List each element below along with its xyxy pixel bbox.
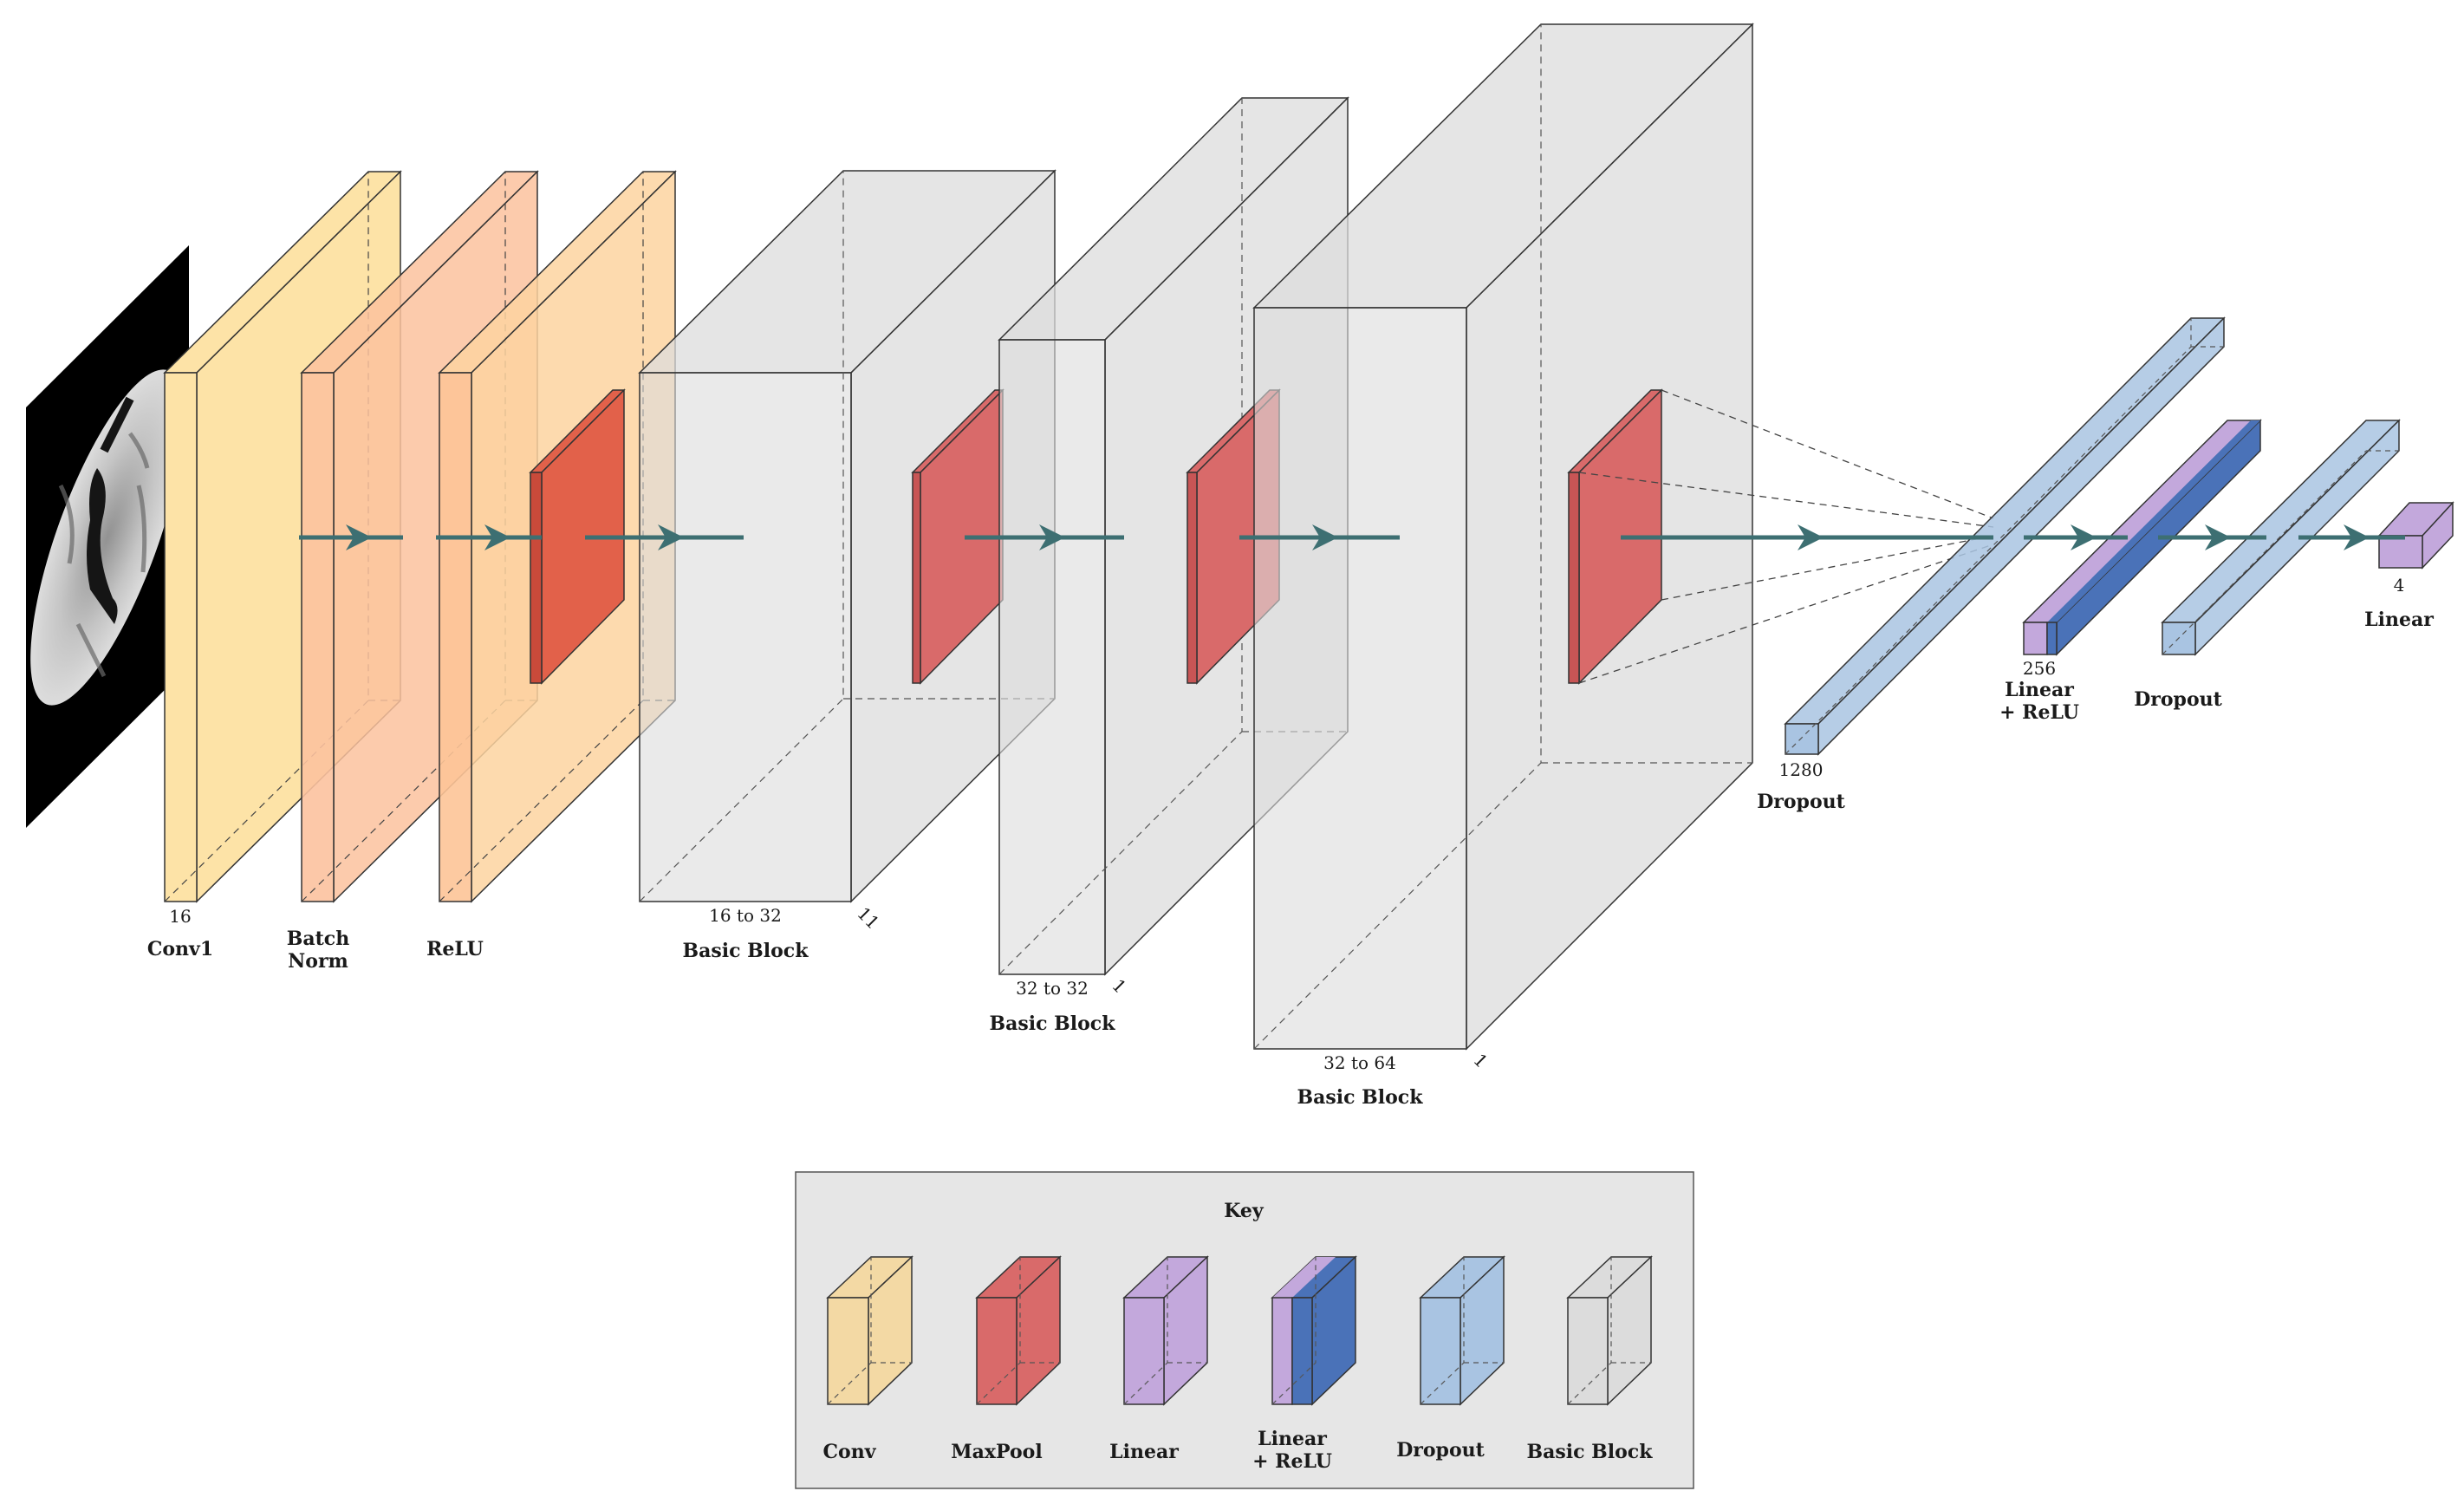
key-linear-icon [1122,1255,1209,1406]
dropout-2-layer [2161,419,2401,656]
conv1-label: Conv1 [147,938,213,960]
linear-out-label: Linear [2364,609,2434,631]
key-title: Key [1224,1200,1265,1222]
key-dropout-icon [1419,1255,1505,1406]
block3-label: Basic Block [1297,1086,1424,1109]
key-basic-block-icon [1566,1255,1653,1406]
key-dropout-label: Dropout [1396,1439,1485,1462]
brain-mri-icon [26,245,189,828]
key-conv-label: Conv [823,1441,877,1463]
key-linear-relu-label-line1: Linear [1258,1428,1327,1450]
linear-relu-label-line2: + ReLU [1999,701,2079,724]
projection-lines [1578,389,1994,684]
batchnorm-label-line2: Norm [288,950,348,973]
block1-size: 16 to 32 [709,905,782,926]
relu-label: ReLU [426,938,484,960]
linear-relu-size: 256 [2023,658,2056,679]
key-linear-label: Linear [1109,1441,1179,1463]
maxpool-1 [529,388,626,685]
dropout1-size: 1280 [1779,759,1824,780]
block2-label: Basic Block [990,1012,1116,1035]
key-conv-icon [826,1255,913,1406]
key-linear-relu-label-line2: + ReLU [1252,1450,1332,1473]
maxpool-2 [911,388,1004,685]
block2-depth: 1 [1108,975,1130,998]
block1-depth: 11 [853,903,883,934]
key-maxpool-icon [975,1255,1062,1406]
key-maxpool-label: MaxPool [951,1441,1042,1463]
dropout2-label: Dropout [2134,688,2222,711]
dropout1-label: Dropout [1757,791,1845,813]
conv1-size: 16 [169,906,191,927]
block1-label: Basic Block [683,940,809,962]
block3-size: 32 to 64 [1323,1052,1396,1073]
linear-relu-label-line1: Linear [2005,679,2074,701]
key-basic-block-label: Basic Block [1527,1441,1654,1463]
linear-output-layer [2377,501,2454,570]
key-legend: Key Conv MaxPool Linear [795,1171,1694,1489]
batchnorm-label-line1: Batch [287,928,349,950]
linear-out-size: 4 [2394,575,2405,596]
block2-size: 32 to 32 [1016,978,1089,999]
block3-depth: 1 [1469,1050,1492,1072]
dropout-1-layer [1784,316,2226,756]
key-linear-relu-icon [1271,1255,1357,1406]
